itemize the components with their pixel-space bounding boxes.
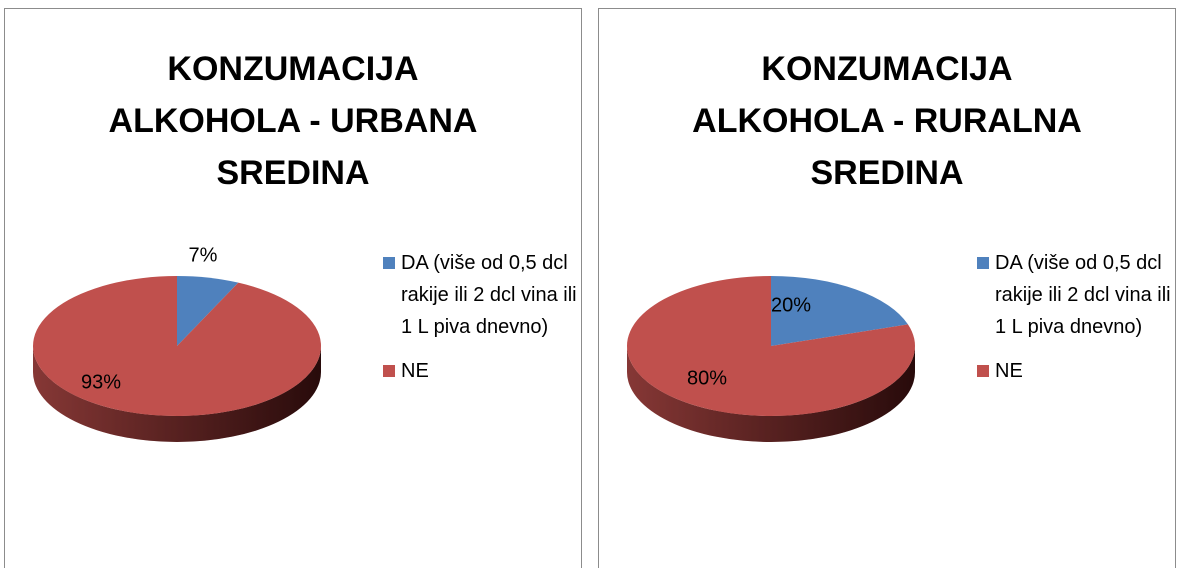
chart-panel: 20% 80% KONZUMACIJA ALKOHOLA - RURALNA SRE… [598,8,1176,568]
pie-side-shade [627,346,915,442]
legend-label: NE [401,360,429,382]
legend-swatch [383,257,395,269]
chart-title: KONZUMACIJA ALKOHOLA - RURALNA SREDINA [692,50,1082,192]
data-label: 80% [687,367,727,389]
data-label: 93% [81,371,121,393]
legend-swatch [977,365,989,377]
pie-slice [627,276,915,417]
chart-title: KONZUMACIJA ALKOHOLA - URBANA SREDINA [108,50,478,192]
pie-side [33,346,321,442]
legend-label: DA (više od 0,5 dcl rakije ili 2 dcl vin… [401,252,577,338]
legend-swatch [383,365,395,377]
pie-slice [33,276,322,416]
legend-label: NE [995,360,1023,382]
pie-chart: 7% 93% [33,244,322,442]
pie-side [627,346,915,442]
legend-label: DA (više od 0,5 dcl rakije ili 2 dcl vin… [995,252,1171,338]
legend-item: NE [977,355,1177,387]
legend-swatch [977,257,989,269]
legend-item: DA (više od 0,5 dcl rakije ili 2 dcl vin… [977,247,1177,343]
pie-slice [771,276,908,346]
chart-panel: 7% 93% KONZUMACIJA ALKOHOLA - URBANA SREDI… [4,8,582,568]
legend: DA (više od 0,5 dcl rakije ili 2 dcl vin… [977,247,1177,399]
pie-side-shade [33,346,321,442]
legend-item: NE [383,355,583,387]
pie-chart: 20% 80% [627,276,915,442]
legend: DA (više od 0,5 dcl rakije ili 2 dcl vin… [383,247,583,399]
pie-slice [177,276,239,346]
data-label: 7% [189,244,218,266]
data-label: 20% [771,294,811,316]
legend-item: DA (više od 0,5 dcl rakije ili 2 dcl vin… [383,247,583,343]
